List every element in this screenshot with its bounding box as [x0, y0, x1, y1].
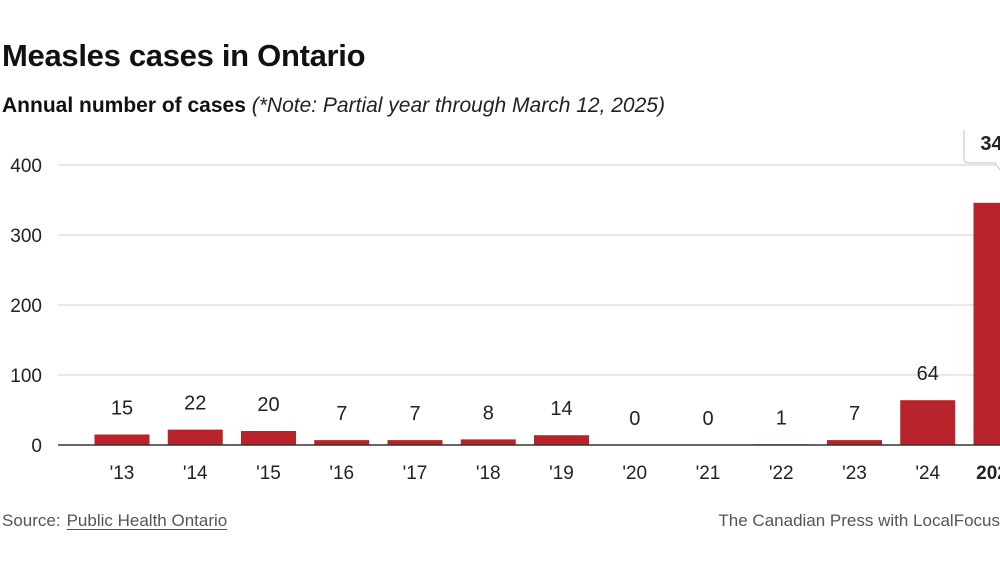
- y-tick-label-0: 0: [31, 436, 42, 457]
- data-label-1: 22: [184, 393, 206, 415]
- x-tick-label-1: '14: [183, 463, 208, 484]
- bar-6: [534, 435, 589, 445]
- data-label-8: 0: [702, 408, 713, 430]
- data-label-4: 7: [409, 403, 420, 425]
- data-label-3: 7: [336, 403, 347, 425]
- bar-12: [973, 202, 1000, 445]
- bar-5: [460, 439, 516, 445]
- bar-0: [94, 434, 150, 445]
- data-label-5: 8: [483, 402, 494, 424]
- x-tick-label-11: '24: [915, 463, 940, 484]
- x-tick-label-4: '17: [403, 463, 428, 484]
- bar-4: [387, 440, 443, 445]
- y-tick-label-400: 400: [10, 156, 42, 177]
- x-tick-label-8: '21: [696, 463, 721, 484]
- x-tick-label-2: '15: [256, 463, 281, 484]
- bar-3: [314, 440, 370, 445]
- x-tick-label-6: '19: [549, 463, 574, 484]
- source-label: Source:: [2, 511, 61, 530]
- data-label-9: 1: [776, 407, 787, 429]
- chart-title: Measles cases in Ontario: [2, 38, 366, 73]
- x-tick-label-12: 2025*: [976, 463, 1000, 484]
- callout-box: [963, 130, 1000, 171]
- chart-subtitle: Annual number of cases (*Note: Partial y…: [2, 94, 665, 118]
- x-tick-label-3: '16: [329, 463, 354, 484]
- data-label-2: 20: [257, 394, 279, 416]
- source-note: Source: Public Health Ontario: [2, 511, 227, 531]
- bar-2: [241, 431, 296, 445]
- source-link[interactable]: Public Health Ontario: [66, 511, 228, 530]
- bar-11: [900, 400, 956, 445]
- data-label-12: 346*: [980, 133, 1000, 155]
- data-label-10: 7: [849, 403, 860, 425]
- x-tick-label-10: '23: [842, 463, 867, 484]
- bar-chart: 010020030040015'1322'1420'157'167'178'18…: [10, 130, 1000, 484]
- data-label-11: 64: [917, 363, 939, 385]
- data-label-7: 0: [629, 408, 640, 430]
- data-label-0: 15: [111, 398, 133, 420]
- x-tick-label-5: '18: [476, 463, 501, 484]
- y-tick-label-100: 100: [10, 366, 42, 387]
- data-label-6: 14: [550, 398, 572, 420]
- credit-line: The Canadian Press with LocalFocus: [718, 511, 1000, 530]
- x-tick-label-9: '22: [769, 463, 794, 484]
- bar-1: [167, 429, 223, 445]
- x-tick-label-0: '13: [110, 463, 135, 484]
- y-tick-label-300: 300: [10, 226, 42, 247]
- subtitle-note: (*Note: Partial year through March 12, 2…: [251, 94, 665, 117]
- subtitle-main: Annual number of cases: [2, 94, 246, 117]
- x-tick-label-7: '20: [622, 463, 647, 484]
- y-tick-label-200: 200: [10, 296, 42, 317]
- bar-10: [827, 440, 882, 445]
